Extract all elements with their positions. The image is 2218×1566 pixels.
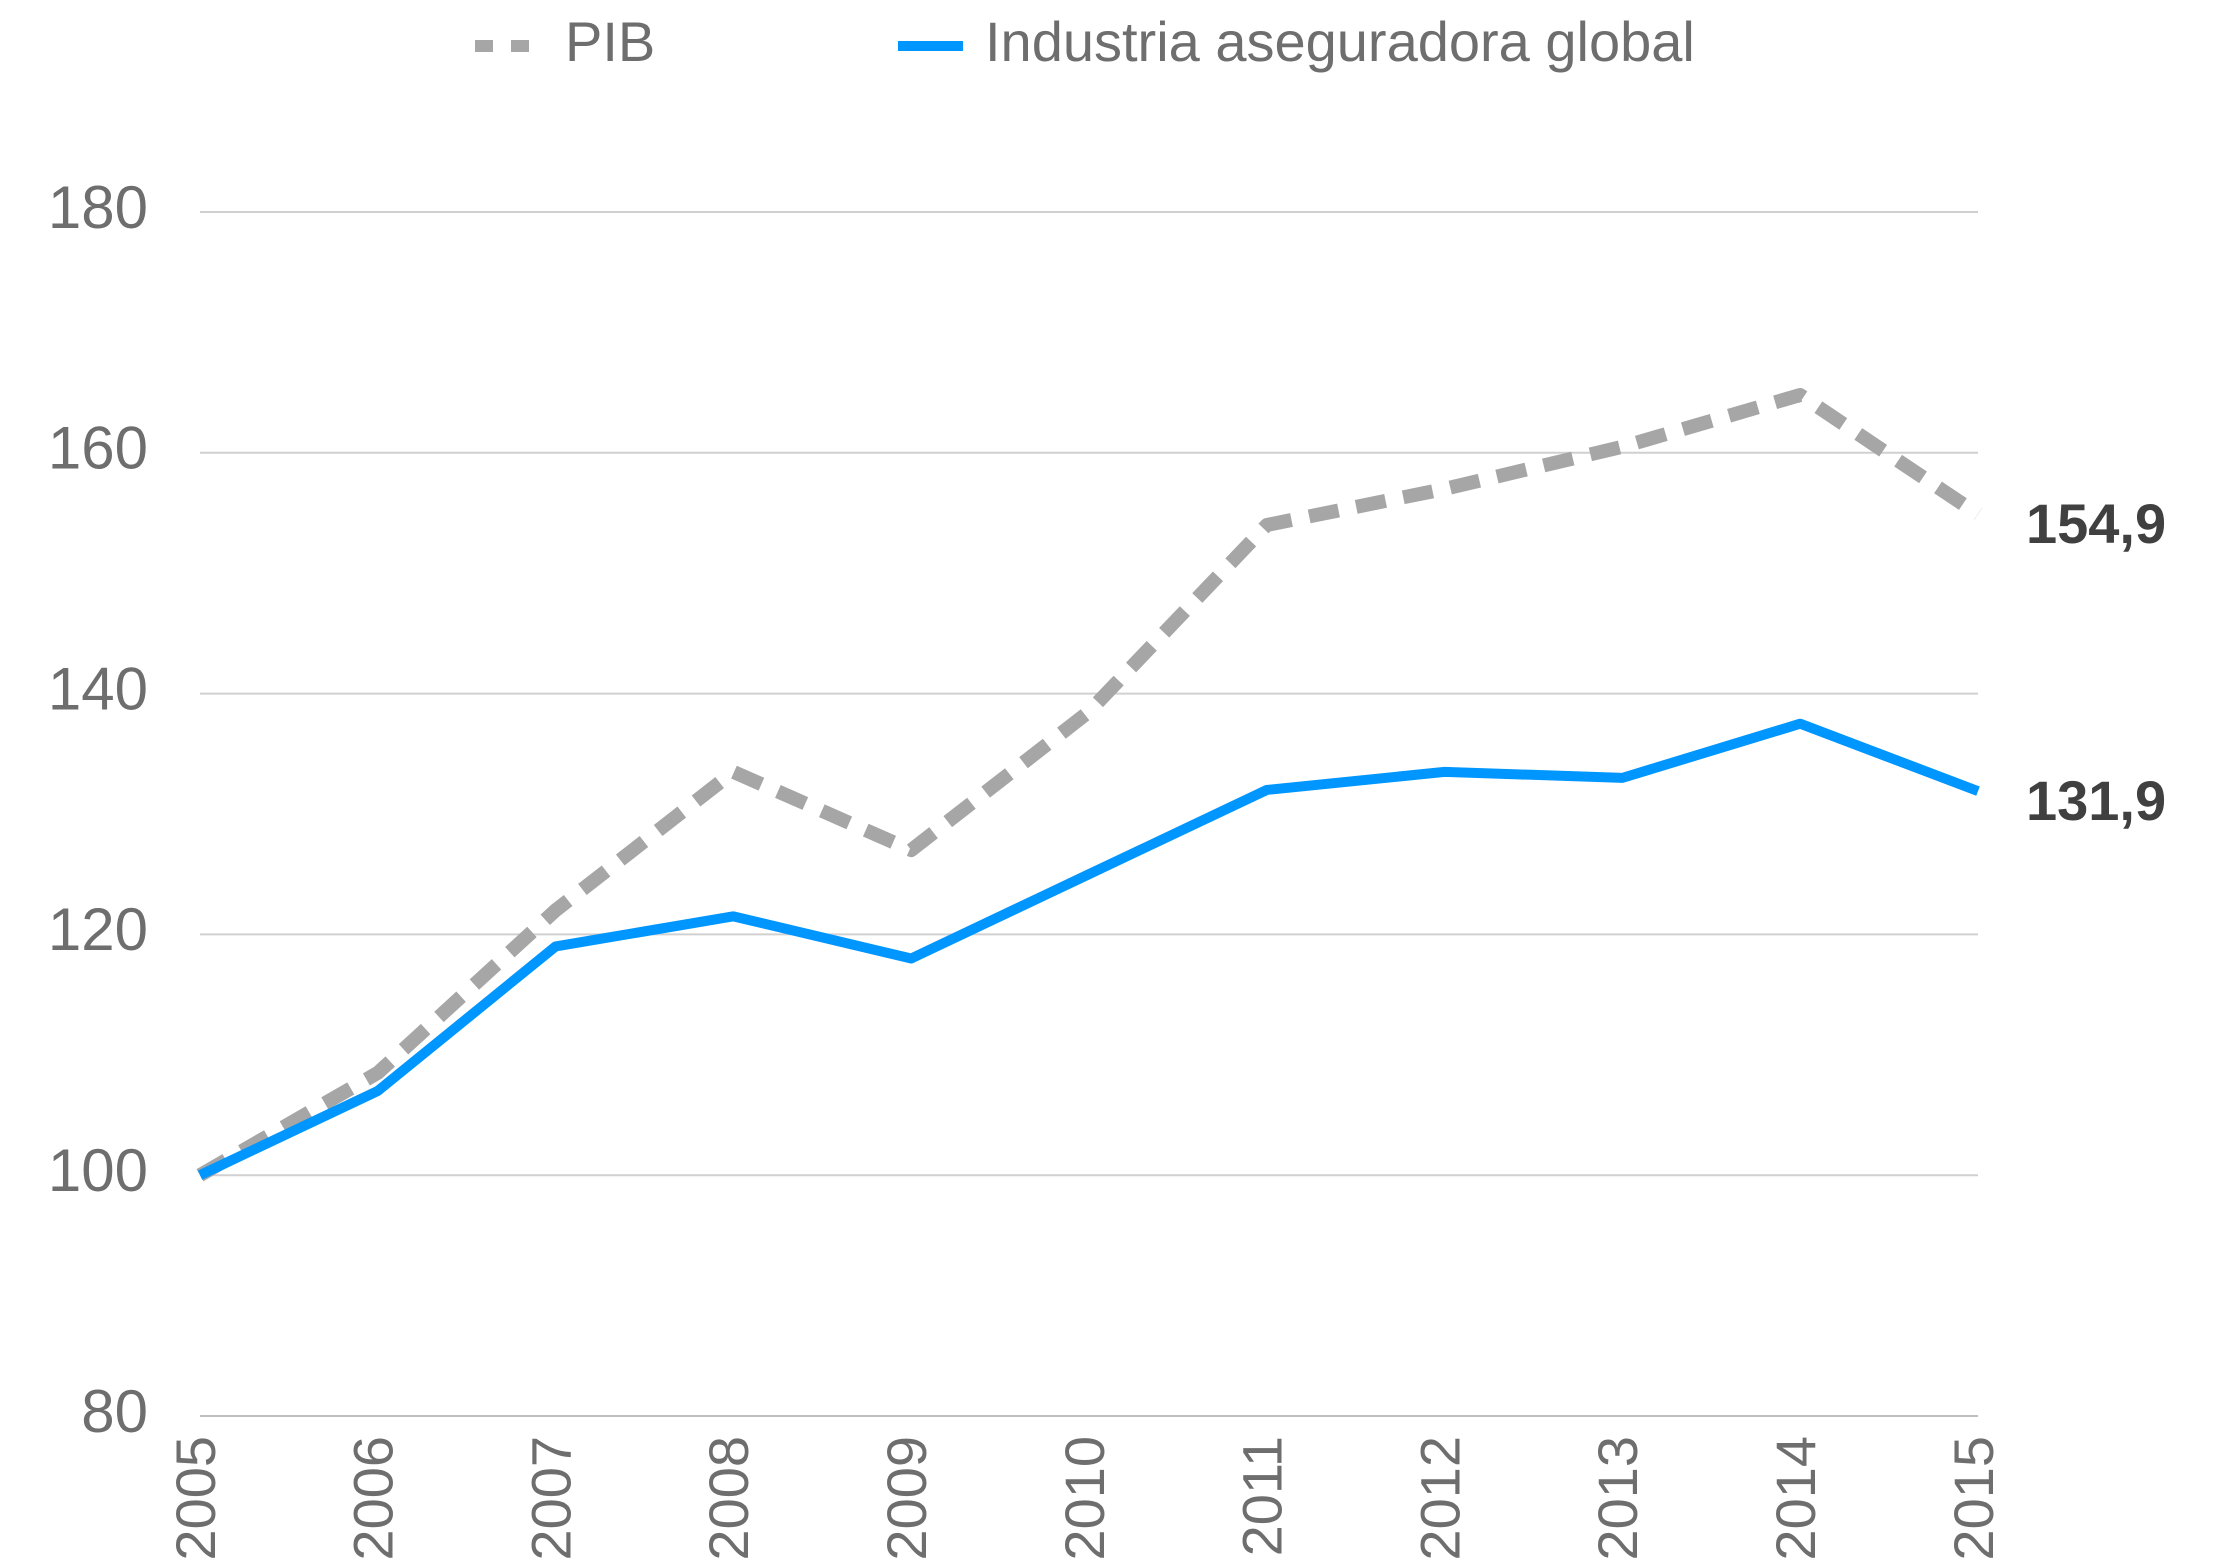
- x-tick-label: 2007: [519, 1436, 582, 1561]
- y-tick-label: 160: [48, 415, 148, 482]
- x-tick-label: 2010: [1053, 1436, 1116, 1561]
- x-tick-label: 2006: [342, 1436, 405, 1561]
- y-tick-label: 180: [48, 174, 148, 241]
- y-tick-label: 100: [48, 1137, 148, 1204]
- series-line: [196, 388, 1982, 1182]
- x-tick-label: 2013: [1586, 1436, 1649, 1561]
- x-tick-label: 2012: [1408, 1436, 1471, 1561]
- series-line: [197, 718, 1980, 1180]
- x-tick-label: 2015: [1942, 1436, 2005, 1561]
- x-tick-label: 2008: [697, 1436, 760, 1561]
- x-tick-label: 2005: [164, 1436, 227, 1561]
- x-tick-label: 2011: [1231, 1436, 1294, 1556]
- y-tick-label: 120: [48, 896, 148, 963]
- x-tick-label: 2009: [875, 1436, 938, 1561]
- data-label: 154,9: [2026, 492, 2166, 555]
- y-tick-label: 140: [48, 655, 148, 722]
- legend-label: Industria aseguradora global: [985, 10, 1695, 73]
- x-tick-label: 2014: [1764, 1436, 1827, 1561]
- legend-label: PIB: [565, 10, 655, 73]
- y-tick-label: 80: [81, 1378, 148, 1445]
- data-label: 131,9: [2026, 769, 2166, 832]
